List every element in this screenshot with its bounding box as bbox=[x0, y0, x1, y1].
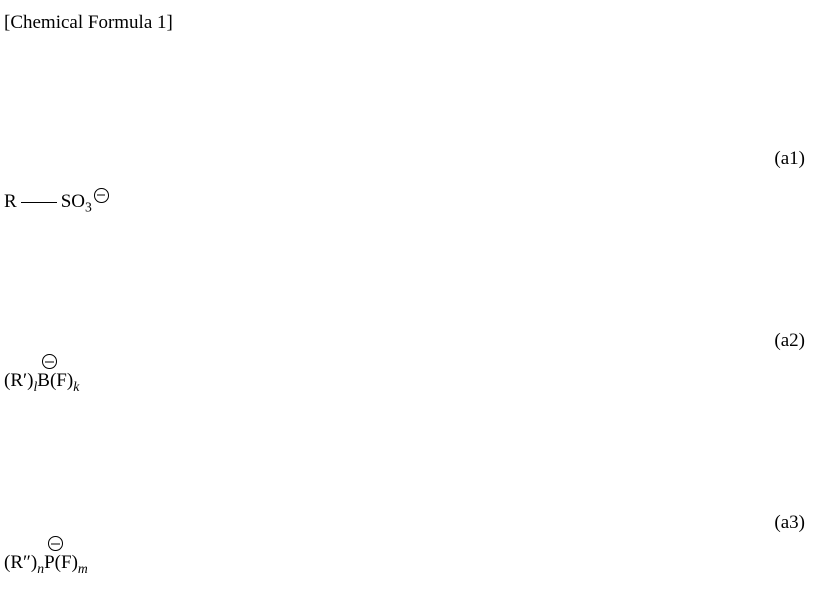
a2-formula: (R′)lB(F)k bbox=[4, 370, 79, 395]
a3-formula: (R″)nP(F)m bbox=[4, 552, 88, 577]
a1-SO: SO bbox=[61, 191, 85, 212]
a2-label-text: (a2) bbox=[774, 330, 805, 351]
a3-P: P bbox=[44, 552, 55, 573]
a3-sub-m: m bbox=[78, 561, 88, 576]
a3-open: (R bbox=[4, 552, 23, 573]
a2-F: (F) bbox=[50, 370, 73, 391]
a3-F: (F) bbox=[55, 552, 78, 573]
a2-open: (R bbox=[4, 370, 23, 391]
a2-sub-k: k bbox=[73, 379, 79, 394]
a1-label-text: (a1) bbox=[774, 148, 805, 169]
a2-B: B bbox=[37, 370, 50, 391]
a2-charge bbox=[42, 350, 57, 372]
a3-label: (a3) bbox=[774, 512, 805, 534]
a2-label: (a2) bbox=[774, 330, 805, 352]
header-text: [Chemical Formula 1] bbox=[4, 12, 173, 33]
a1-formula: R SO3 bbox=[4, 188, 109, 216]
a2-negative-charge-icon bbox=[42, 354, 57, 369]
a1-sub3: 3 bbox=[85, 200, 92, 215]
a1-negative-charge-icon bbox=[94, 188, 109, 203]
a1-R: R bbox=[4, 191, 17, 212]
a1-label: (a1) bbox=[774, 148, 805, 170]
a3-charge bbox=[48, 532, 63, 554]
a3-negative-charge-icon bbox=[48, 536, 63, 551]
a3-label-text: (a3) bbox=[774, 512, 805, 533]
chemical-formula-page: [Chemical Formula 1] (a1) R SO3 (a2) (R′)… bbox=[0, 0, 825, 604]
a3-dblprime: ″ bbox=[23, 552, 31, 573]
a1-bond bbox=[21, 202, 57, 203]
header-label: [Chemical Formula 1] bbox=[4, 12, 173, 34]
